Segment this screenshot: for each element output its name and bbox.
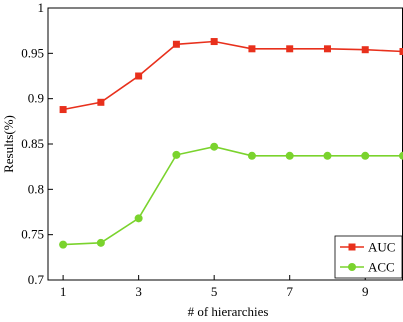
data-point-acc (323, 151, 332, 160)
legend-label-acc: ACC (368, 260, 395, 275)
data-point-auc (323, 45, 331, 53)
data-point-auc (97, 98, 105, 106)
data-point-acc (210, 142, 219, 151)
x-tick-label: 3 (135, 284, 142, 299)
y-tick-label: 0.9 (28, 91, 44, 106)
data-point-acc (399, 151, 403, 160)
x-tick-label: 5 (211, 284, 218, 299)
x-tick-label: 1 (60, 284, 67, 299)
data-point-acc (361, 151, 370, 160)
data-point-auc (135, 72, 143, 80)
legend-box (334, 235, 403, 279)
data-point-auc (248, 45, 256, 53)
series-line-acc (63, 145, 403, 246)
plot-area (47, 7, 403, 281)
y-tick-label: 0.75 (21, 227, 44, 242)
data-point-acc (59, 240, 68, 249)
data-point-auc (210, 38, 218, 46)
data-point-auc (286, 45, 294, 53)
y-tick-label: 0.7 (28, 272, 45, 287)
x-axis-label: # of hierarchies (188, 304, 269, 319)
data-point-acc (172, 150, 181, 159)
data-point-acc (96, 238, 105, 247)
plot-frame (47, 7, 403, 281)
x-tick-label: 9 (362, 284, 369, 299)
legend-marker-auc (348, 243, 356, 251)
y-tick-label: 1 (38, 0, 45, 15)
series-layer (59, 38, 403, 249)
data-point-auc (59, 106, 67, 114)
data-point-acc (247, 151, 256, 160)
x-tick-label: 7 (286, 284, 293, 299)
legend-marker-acc (348, 263, 356, 271)
legend: AUC ACC (334, 235, 403, 279)
data-point-acc (134, 214, 143, 223)
data-point-auc (399, 48, 403, 56)
data-point-auc (172, 40, 180, 48)
y-tick-label: 0.8 (28, 181, 44, 196)
data-point-acc (285, 151, 294, 160)
data-point-auc (361, 46, 369, 54)
series-line-auc (62, 40, 403, 111)
y-axis-label: Results(%) (1, 115, 16, 173)
axes-layer: 0.7 0.75 0.8 0.85 0.9 0.95 1 1 3 5 7 9 (21, 0, 368, 299)
legend-label-auc: AUC (368, 240, 395, 255)
y-tick-label: 0.95 (21, 45, 44, 60)
y-tick-label: 0.85 (21, 136, 44, 151)
